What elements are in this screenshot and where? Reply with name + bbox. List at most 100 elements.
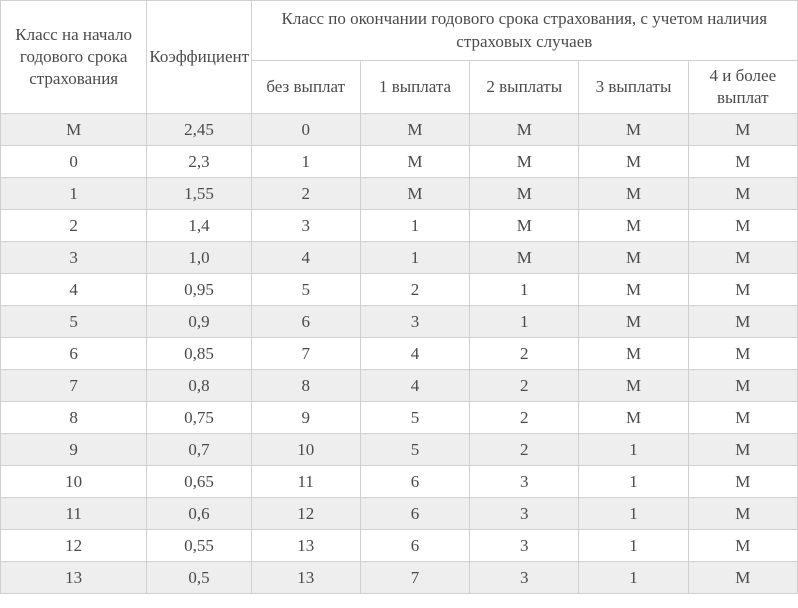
cell-class-start: 0 xyxy=(1,146,147,178)
table-row: 80,75952ММ xyxy=(1,402,798,434)
insurance-class-table: Класс на начало годового срока страхован… xyxy=(0,0,798,594)
cell-coefficient: 0,7 xyxy=(147,434,251,466)
table-row: 130,513731М xyxy=(1,562,798,594)
cell-4plus-payments: М xyxy=(688,562,797,594)
cell-1-payment: 1 xyxy=(360,210,469,242)
header-end-class-group: Класс по окончании годового срока страхо… xyxy=(251,1,797,61)
cell-coefficient: 1,55 xyxy=(147,178,251,210)
table-row: 11,552ММММ xyxy=(1,178,798,210)
cell-coefficient: 0,75 xyxy=(147,402,251,434)
cell-1-payment: 6 xyxy=(360,530,469,562)
cell-class-start: 10 xyxy=(1,466,147,498)
cell-2-payments: М xyxy=(470,210,579,242)
cell-4plus-payments: М xyxy=(688,146,797,178)
cell-3-payments: 1 xyxy=(579,498,688,530)
header-no-payments: без выплат xyxy=(251,61,360,114)
cell-1-payment: 4 xyxy=(360,338,469,370)
cell-class-start: 8 xyxy=(1,402,147,434)
cell-no-payments: 7 xyxy=(251,338,360,370)
cell-4plus-payments: М xyxy=(688,466,797,498)
cell-3-payments: М xyxy=(579,146,688,178)
header-2-payments: 2 выплаты xyxy=(470,61,579,114)
cell-1-payment: М xyxy=(360,146,469,178)
table-row: 100,6511631М xyxy=(1,466,798,498)
cell-class-start: 9 xyxy=(1,434,147,466)
cell-coefficient: 0,8 xyxy=(147,370,251,402)
cell-1-payment: 2 xyxy=(360,274,469,306)
table-body: М2,450ММММ02,31ММММ11,552ММММ21,431МММ31… xyxy=(1,114,798,594)
cell-2-payments: 2 xyxy=(470,338,579,370)
cell-4plus-payments: М xyxy=(688,434,797,466)
cell-2-payments: 3 xyxy=(470,466,579,498)
cell-2-payments: 3 xyxy=(470,562,579,594)
header-1-payment: 1 выплата xyxy=(360,61,469,114)
cell-4plus-payments: М xyxy=(688,306,797,338)
cell-class-start: 4 xyxy=(1,274,147,306)
table-row: 120,5513631М xyxy=(1,530,798,562)
cell-3-payments: М xyxy=(579,242,688,274)
table-row: М2,450ММММ xyxy=(1,114,798,146)
cell-4plus-payments: М xyxy=(688,530,797,562)
cell-no-payments: 9 xyxy=(251,402,360,434)
cell-coefficient: 2,45 xyxy=(147,114,251,146)
cell-4plus-payments: М xyxy=(688,338,797,370)
cell-class-start: 3 xyxy=(1,242,147,274)
cell-no-payments: 1 xyxy=(251,146,360,178)
cell-4plus-payments: М xyxy=(688,370,797,402)
cell-coefficient: 0,5 xyxy=(147,562,251,594)
cell-3-payments: М xyxy=(579,370,688,402)
cell-3-payments: М xyxy=(579,402,688,434)
cell-2-payments: 3 xyxy=(470,498,579,530)
cell-class-start: 7 xyxy=(1,370,147,402)
cell-3-payments: М xyxy=(579,274,688,306)
cell-coefficient: 0,6 xyxy=(147,498,251,530)
table-header: Класс на начало годового срока страхован… xyxy=(1,1,798,114)
table-row: 70,8842ММ xyxy=(1,370,798,402)
cell-3-payments: М xyxy=(579,306,688,338)
cell-class-start: 12 xyxy=(1,530,147,562)
cell-2-payments: М xyxy=(470,242,579,274)
cell-1-payment: 6 xyxy=(360,466,469,498)
cell-4plus-payments: М xyxy=(688,402,797,434)
cell-4plus-payments: М xyxy=(688,498,797,530)
cell-4plus-payments: М xyxy=(688,114,797,146)
cell-3-payments: М xyxy=(579,210,688,242)
cell-4plus-payments: М xyxy=(688,210,797,242)
table-row: 02,31ММММ xyxy=(1,146,798,178)
table-row: 110,612631М xyxy=(1,498,798,530)
cell-coefficient: 0,65 xyxy=(147,466,251,498)
cell-1-payment: 5 xyxy=(360,402,469,434)
cell-4plus-payments: М xyxy=(688,274,797,306)
cell-3-payments: 1 xyxy=(579,562,688,594)
cell-coefficient: 0,9 xyxy=(147,306,251,338)
cell-2-payments: М xyxy=(470,178,579,210)
cell-class-start: 2 xyxy=(1,210,147,242)
cell-2-payments: 2 xyxy=(470,402,579,434)
table-row: 90,710521М xyxy=(1,434,798,466)
cell-1-payment: 6 xyxy=(360,498,469,530)
cell-2-payments: М xyxy=(470,146,579,178)
cell-4plus-payments: М xyxy=(688,178,797,210)
cell-class-start: М xyxy=(1,114,147,146)
cell-3-payments: 1 xyxy=(579,466,688,498)
cell-2-payments: 1 xyxy=(470,306,579,338)
cell-1-payment: М xyxy=(360,178,469,210)
cell-no-payments: 13 xyxy=(251,562,360,594)
cell-coefficient: 0,55 xyxy=(147,530,251,562)
cell-no-payments: 4 xyxy=(251,242,360,274)
cell-no-payments: 10 xyxy=(251,434,360,466)
cell-4plus-payments: М xyxy=(688,242,797,274)
table-row: 60,85742ММ xyxy=(1,338,798,370)
cell-class-start: 6 xyxy=(1,338,147,370)
cell-no-payments: 6 xyxy=(251,306,360,338)
cell-1-payment: М xyxy=(360,114,469,146)
cell-2-payments: 1 xyxy=(470,274,579,306)
cell-1-payment: 4 xyxy=(360,370,469,402)
cell-3-payments: 1 xyxy=(579,530,688,562)
cell-no-payments: 3 xyxy=(251,210,360,242)
cell-no-payments: 8 xyxy=(251,370,360,402)
cell-3-payments: М xyxy=(579,178,688,210)
cell-2-payments: 2 xyxy=(470,370,579,402)
cell-3-payments: 1 xyxy=(579,434,688,466)
cell-no-payments: 2 xyxy=(251,178,360,210)
